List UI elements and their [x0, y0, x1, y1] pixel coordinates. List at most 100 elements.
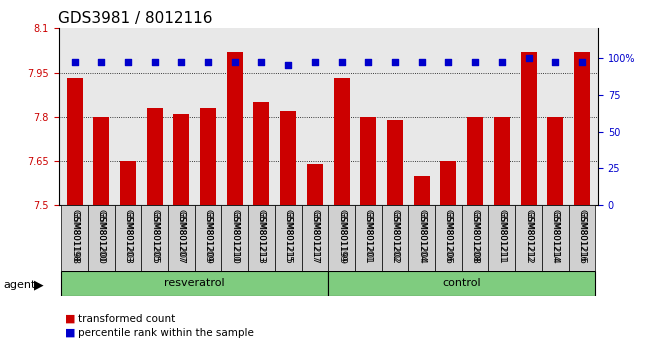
Text: agent: agent [3, 280, 36, 290]
FancyBboxPatch shape [88, 205, 114, 271]
Point [417, 59, 427, 65]
Text: GSM801212: GSM801212 [524, 209, 533, 263]
Text: GSM801211: GSM801211 [497, 209, 506, 263]
Text: GSM801210: GSM801210 [230, 211, 239, 261]
Text: GSM801208: GSM801208 [471, 209, 480, 263]
Text: GSM801205: GSM801205 [150, 211, 159, 261]
Bar [254, 102, 270, 205]
FancyBboxPatch shape [222, 205, 248, 271]
Text: GSM801207: GSM801207 [177, 211, 186, 261]
Text: GSM801201: GSM801201 [364, 211, 373, 261]
Point [70, 59, 80, 65]
Bar [280, 111, 296, 205]
Point [497, 59, 507, 65]
Point [363, 59, 374, 65]
Bar [147, 108, 162, 205]
Bar [227, 52, 243, 205]
Text: GSM801214: GSM801214 [551, 211, 560, 261]
Point [470, 59, 480, 65]
FancyBboxPatch shape [515, 205, 542, 271]
Text: GSM801199: GSM801199 [337, 211, 346, 261]
FancyBboxPatch shape [569, 205, 595, 271]
Text: GSM801208: GSM801208 [471, 211, 480, 261]
FancyBboxPatch shape [302, 205, 328, 271]
FancyBboxPatch shape [328, 271, 595, 296]
Text: control: control [443, 278, 481, 288]
Point [550, 59, 560, 65]
Text: GSM801206: GSM801206 [444, 209, 453, 263]
FancyBboxPatch shape [489, 205, 515, 271]
Point [203, 59, 213, 65]
FancyBboxPatch shape [435, 205, 462, 271]
Text: GDS3981 / 8012116: GDS3981 / 8012116 [58, 11, 213, 26]
Text: GSM801198: GSM801198 [70, 211, 79, 261]
Bar [333, 79, 350, 205]
Text: GSM801212: GSM801212 [524, 211, 533, 261]
FancyBboxPatch shape [61, 271, 328, 296]
Bar [360, 117, 376, 205]
Text: GSM801211: GSM801211 [497, 211, 506, 261]
Bar [521, 52, 536, 205]
Text: GSM801202: GSM801202 [391, 211, 400, 261]
Bar [413, 176, 430, 205]
Bar [93, 117, 109, 205]
Text: GSM801204: GSM801204 [417, 211, 426, 261]
Bar [547, 117, 564, 205]
Text: GSM801203: GSM801203 [124, 211, 133, 261]
Point [256, 59, 266, 65]
Bar [441, 161, 456, 205]
Text: GSM801201: GSM801201 [364, 209, 373, 263]
FancyBboxPatch shape [248, 205, 275, 271]
Text: GSM801203: GSM801203 [124, 209, 133, 263]
Text: GSM801199: GSM801199 [337, 209, 346, 264]
FancyBboxPatch shape [141, 205, 168, 271]
Text: ■: ■ [65, 328, 75, 338]
FancyBboxPatch shape [168, 205, 195, 271]
FancyBboxPatch shape [195, 205, 222, 271]
Text: GSM801204: GSM801204 [417, 209, 426, 263]
Bar [467, 117, 483, 205]
Text: transformed count: transformed count [78, 314, 176, 324]
FancyBboxPatch shape [542, 205, 569, 271]
Text: GSM801200: GSM801200 [97, 211, 106, 261]
Text: GSM801210: GSM801210 [230, 209, 239, 263]
Bar [66, 79, 83, 205]
Point [443, 59, 454, 65]
FancyBboxPatch shape [328, 205, 355, 271]
FancyBboxPatch shape [408, 205, 435, 271]
FancyBboxPatch shape [355, 205, 382, 271]
Text: GSM801216: GSM801216 [577, 209, 586, 263]
Text: GSM801215: GSM801215 [283, 211, 292, 261]
Point [283, 62, 293, 68]
Point [309, 59, 320, 65]
Text: GSM801200: GSM801200 [97, 209, 106, 263]
Point [96, 59, 107, 65]
Point [390, 59, 400, 65]
Text: GSM801209: GSM801209 [203, 209, 213, 263]
Text: GSM801209: GSM801209 [203, 211, 213, 261]
Bar [120, 161, 136, 205]
FancyBboxPatch shape [114, 205, 141, 271]
Point [229, 59, 240, 65]
Text: GSM801206: GSM801206 [444, 211, 453, 261]
Text: GSM801214: GSM801214 [551, 209, 560, 263]
Point [123, 59, 133, 65]
Point [523, 55, 534, 61]
Bar [494, 117, 510, 205]
Text: ▶: ▶ [34, 279, 44, 291]
Bar [574, 52, 590, 205]
Text: GSM801207: GSM801207 [177, 209, 186, 263]
FancyBboxPatch shape [462, 205, 489, 271]
Text: GSM801202: GSM801202 [391, 209, 400, 263]
Bar [200, 108, 216, 205]
Text: GSM801213: GSM801213 [257, 211, 266, 261]
Bar [387, 120, 403, 205]
Text: GSM801205: GSM801205 [150, 209, 159, 263]
Point [577, 59, 587, 65]
Text: GSM801198: GSM801198 [70, 209, 79, 264]
Text: GSM801213: GSM801213 [257, 209, 266, 263]
Text: percentile rank within the sample: percentile rank within the sample [78, 328, 254, 338]
Point [176, 59, 187, 65]
Point [150, 59, 160, 65]
Bar [307, 164, 323, 205]
